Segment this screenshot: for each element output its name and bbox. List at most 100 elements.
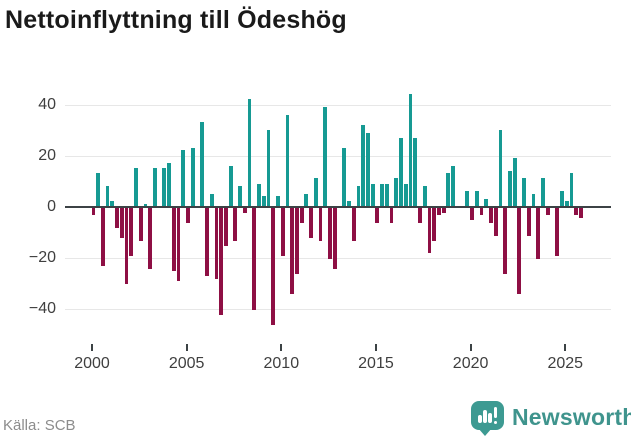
bar <box>266 130 271 207</box>
bar <box>507 170 512 207</box>
bar <box>342 147 347 207</box>
bar <box>176 207 181 282</box>
bar <box>257 183 261 207</box>
bar <box>242 207 247 213</box>
bar <box>536 207 541 259</box>
bar <box>351 207 356 241</box>
y-axis-tick-label: −40 <box>28 299 56 317</box>
bar <box>574 207 579 216</box>
bar <box>484 198 489 207</box>
bar <box>470 207 474 221</box>
bar <box>228 165 233 207</box>
bar <box>119 207 124 239</box>
bar <box>129 207 134 256</box>
x-axis-tick <box>91 344 93 351</box>
bar <box>441 207 446 213</box>
bar <box>569 173 574 207</box>
bar <box>276 196 280 207</box>
bar <box>413 137 418 207</box>
bar <box>389 207 394 223</box>
bar <box>224 207 228 246</box>
y-axis-tick-label: 40 <box>38 95 56 113</box>
bar <box>143 203 148 207</box>
bar <box>124 207 129 284</box>
logo-exclamation-dot-icon <box>493 420 497 424</box>
x-axis-tick-label: 2025 <box>547 355 584 372</box>
x-axis-tick <box>280 344 283 351</box>
bar <box>512 158 517 207</box>
bar <box>328 207 332 259</box>
bar <box>304 193 309 207</box>
logo-bar-icon <box>483 410 487 423</box>
bar <box>498 130 503 207</box>
x-axis-tick-label: 2005 <box>168 355 205 372</box>
bar <box>209 193 214 207</box>
y-axis-tick-label: −20 <box>28 248 56 266</box>
x-axis-tick <box>469 344 472 351</box>
bar <box>560 191 564 207</box>
y-axis-tick-label: 20 <box>38 146 56 164</box>
bar <box>380 183 384 207</box>
bar <box>323 107 328 207</box>
bar <box>432 207 437 241</box>
bar <box>238 186 242 207</box>
bar <box>280 207 285 256</box>
bar <box>105 186 110 207</box>
logo-bar-icon <box>488 413 492 423</box>
newsworthy-bubble-chart-icon <box>471 401 504 436</box>
bar <box>522 178 526 207</box>
bar <box>219 207 224 315</box>
gridline <box>65 308 611 310</box>
bar <box>115 207 119 228</box>
bar <box>564 201 569 207</box>
bar <box>541 178 545 207</box>
bar <box>361 124 366 207</box>
bar <box>503 207 508 274</box>
gridline <box>65 257 611 259</box>
x-axis-tick <box>185 344 188 351</box>
bar <box>436 207 441 216</box>
newsworthy-logo[interactable]: Newsworthy <box>471 400 631 438</box>
bar <box>375 207 380 223</box>
x-axis-tick <box>564 344 567 351</box>
bar <box>422 186 427 207</box>
bar <box>403 183 408 207</box>
bar <box>365 132 370 207</box>
bar <box>96 173 101 207</box>
bar <box>318 207 323 241</box>
logo-bar-icon <box>478 415 482 423</box>
bar <box>451 165 455 207</box>
bar <box>493 207 498 236</box>
bar <box>418 207 422 223</box>
gridline <box>65 155 611 157</box>
bar <box>162 168 167 207</box>
bar <box>370 183 375 207</box>
bar <box>205 207 209 277</box>
bar <box>408 94 413 207</box>
bar <box>555 207 560 256</box>
bar <box>110 201 115 207</box>
bar <box>313 178 318 207</box>
source-text: Källa: SCB <box>3 417 76 434</box>
bar <box>578 207 583 218</box>
bar <box>153 168 157 207</box>
bar <box>100 207 105 267</box>
bar <box>356 186 361 207</box>
bar <box>309 207 313 239</box>
bar <box>446 173 451 207</box>
x-axis-tick-label: 2020 <box>452 355 489 372</box>
bar <box>526 207 531 236</box>
bar <box>489 207 493 223</box>
bar <box>332 207 337 269</box>
bar <box>186 207 190 223</box>
bar <box>531 193 536 207</box>
bar <box>285 114 290 207</box>
bar <box>91 207 96 216</box>
bar <box>545 207 550 216</box>
bar <box>474 191 479 207</box>
bar <box>247 99 252 207</box>
logo-exclamation-icon <box>493 407 497 418</box>
bar <box>200 122 205 207</box>
bar <box>271 207 276 325</box>
